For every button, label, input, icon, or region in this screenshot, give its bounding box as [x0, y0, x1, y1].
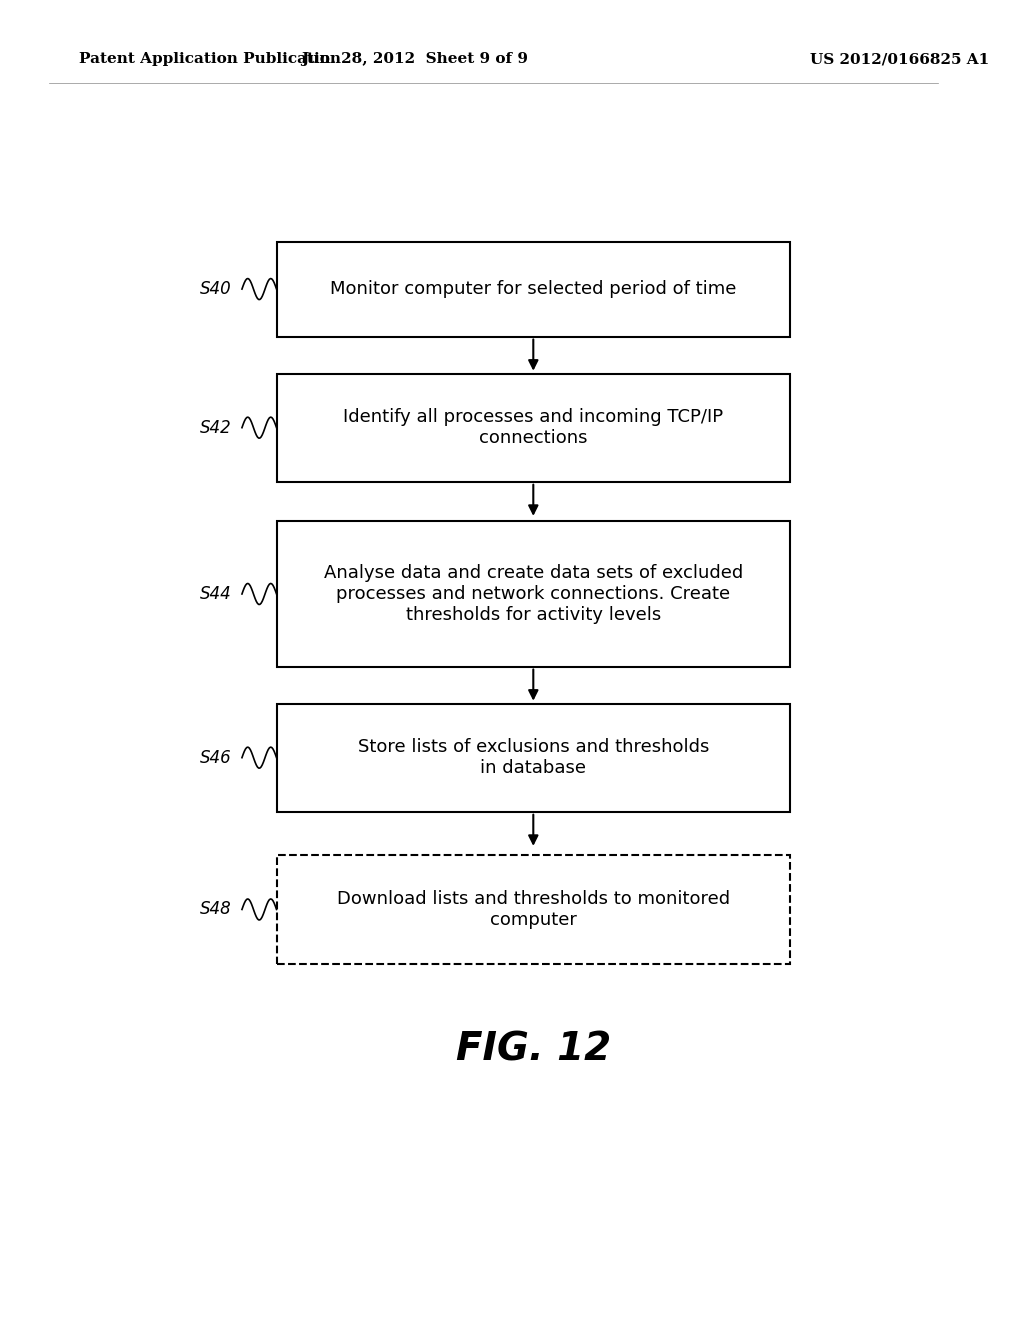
Text: Patent Application Publication: Patent Application Publication	[79, 53, 341, 66]
FancyBboxPatch shape	[276, 521, 791, 667]
FancyBboxPatch shape	[276, 374, 791, 482]
Text: Store lists of exclusions and thresholds
in database: Store lists of exclusions and thresholds…	[357, 738, 709, 777]
Text: US 2012/0166825 A1: US 2012/0166825 A1	[810, 53, 989, 66]
Text: S48: S48	[201, 900, 232, 919]
Text: S46: S46	[201, 748, 232, 767]
Text: Jun. 28, 2012  Sheet 9 of 9: Jun. 28, 2012 Sheet 9 of 9	[301, 53, 528, 66]
Text: Identify all processes and incoming TCP/IP
connections: Identify all processes and incoming TCP/…	[343, 408, 723, 447]
FancyBboxPatch shape	[276, 704, 791, 812]
Text: S40: S40	[201, 280, 232, 298]
Text: FIG. 12: FIG. 12	[456, 1031, 611, 1068]
FancyBboxPatch shape	[276, 242, 791, 337]
Text: S42: S42	[201, 418, 232, 437]
Text: Analyse data and create data sets of excluded
processes and network connections.: Analyse data and create data sets of exc…	[324, 564, 743, 624]
Text: Monitor computer for selected period of time: Monitor computer for selected period of …	[330, 280, 736, 298]
Text: Download lists and thresholds to monitored
computer: Download lists and thresholds to monitor…	[337, 890, 730, 929]
Text: S44: S44	[201, 585, 232, 603]
FancyBboxPatch shape	[276, 855, 791, 964]
